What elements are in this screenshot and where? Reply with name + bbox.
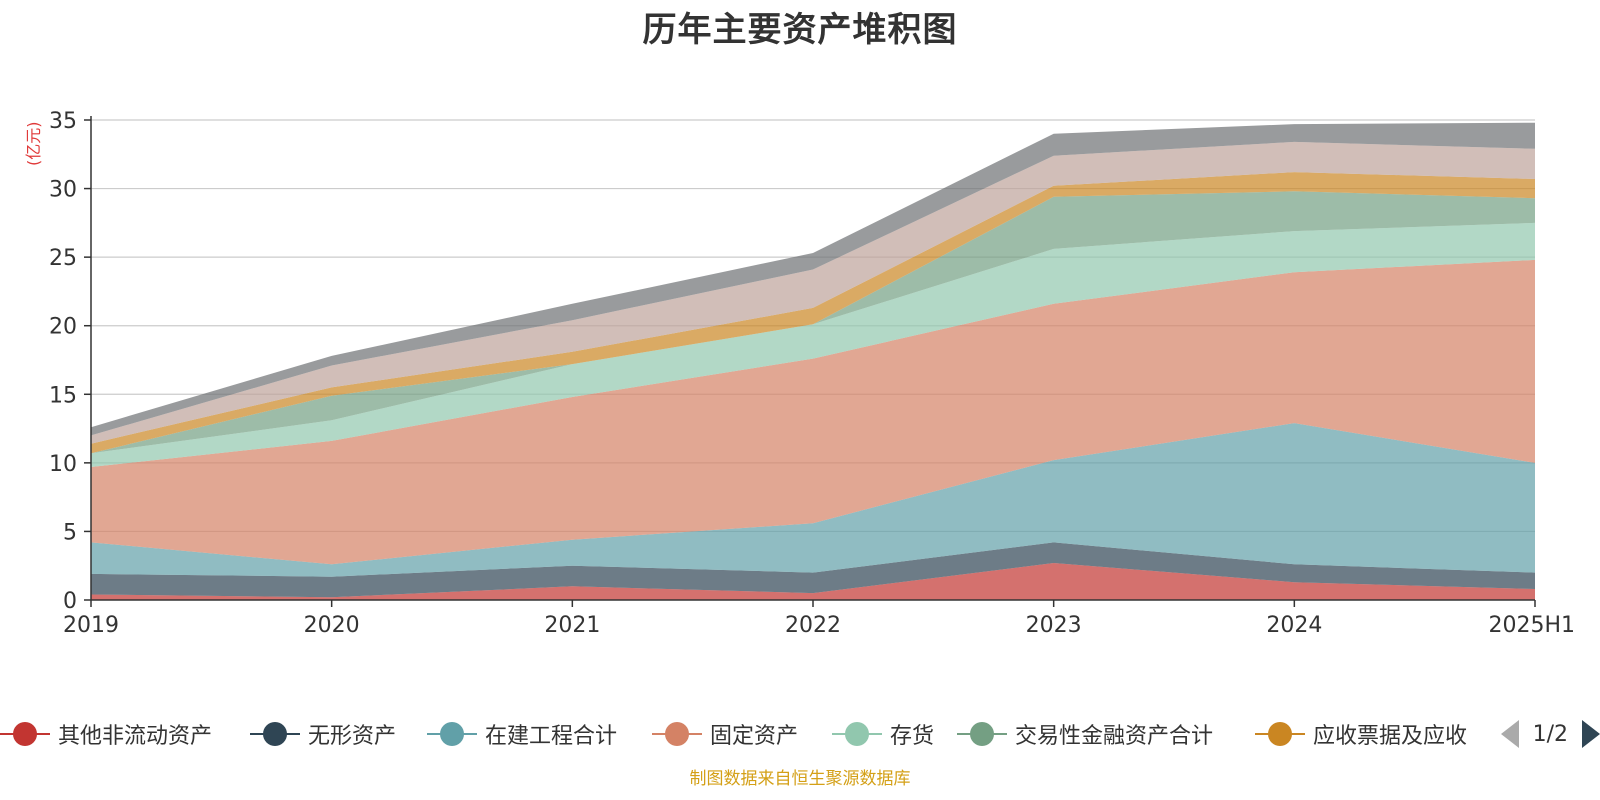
legend-label: 存货 (890, 724, 935, 749)
legend-marker-icon (250, 722, 300, 746)
legend-item[interactable]: 无形资产 (250, 716, 396, 752)
area-series-2 (91, 423, 1535, 577)
legend-label: 固定资产 (710, 724, 799, 749)
legend-item[interactable]: 固定资产 (652, 716, 798, 752)
legend-label: 交易性金融资产合计 (1015, 724, 1214, 749)
x-tick-label: 2019 (63, 613, 119, 638)
legend-marker-icon (1255, 722, 1305, 746)
legend-label: 应收票据及应收 (1313, 724, 1468, 749)
legend-label: 在建工程合计 (485, 724, 618, 749)
x-tick-label: 2020 (304, 613, 360, 638)
area-series-4 (91, 222, 1535, 467)
legend-page-indicator: 1/2 (1532, 721, 1568, 747)
legend-marker-icon (0, 722, 50, 746)
legend-marker-icon (832, 722, 882, 746)
y-tick-label: 25 (49, 246, 77, 271)
legend-marker-icon (652, 722, 702, 746)
y-tick-label: 20 (49, 315, 77, 340)
area-series-0 (91, 563, 1535, 600)
area-series (91, 122, 1535, 600)
legend-label: 其他非流动资产 (58, 724, 213, 749)
legend-next-page-icon[interactable] (1582, 720, 1600, 748)
area-series-1 (91, 542, 1535, 598)
chart-title: 历年主要资产堆积图 (642, 10, 958, 50)
area-series-6 (91, 172, 1535, 454)
y-tick-label: 5 (63, 520, 77, 545)
area-series-7 (91, 141, 1535, 444)
area-series-3 (91, 259, 1535, 565)
legend-marker-icon (427, 722, 477, 746)
legend-item[interactable]: 应收票据及应收 (1255, 716, 1467, 752)
x-tick-label: 2023 (1026, 613, 1082, 638)
y-tick-label: 30 (49, 178, 77, 203)
y-tick-label: 35 (49, 109, 77, 134)
y-tick-label: 15 (49, 383, 77, 408)
x-tick-label: 2021 (544, 613, 600, 638)
legend-pager: 1/2 (1500, 716, 1600, 752)
legend-item[interactable]: 在建工程合计 (427, 716, 617, 752)
y-tick-label: 10 (49, 452, 77, 477)
axes: 0 5 10 15 20 25 30 35 2019 2020 2021 2022 2023 2024 20… (49, 109, 1575, 638)
legend: 1/2 其他非流动资产 无形资产 在建工程合计 固定资产 存货 交易性金融资产合计 应收票据… (0, 716, 1600, 752)
y-tick-label: 0 (63, 589, 77, 614)
source-footnote: 制图数据来自恒生聚源数据库 (689, 769, 911, 789)
x-tick-label: 2024 (1266, 613, 1322, 638)
legend-prev-page-icon[interactable] (1500, 720, 1519, 748)
legend-marker-icon (957, 722, 1007, 746)
legend-label: 无形资产 (308, 724, 397, 749)
area-series-5 (91, 191, 1535, 454)
legend-item[interactable]: 其他非流动资产 (0, 716, 212, 752)
x-tick-label: 2025H1 (1488, 613, 1575, 638)
legend-item[interactable]: 存货 (832, 716, 934, 752)
legend-item[interactable]: 交易性金融资产合计 (957, 716, 1213, 752)
x-tick-label: 2022 (785, 613, 841, 638)
y-axis-unit-label: (亿元) (24, 121, 43, 167)
